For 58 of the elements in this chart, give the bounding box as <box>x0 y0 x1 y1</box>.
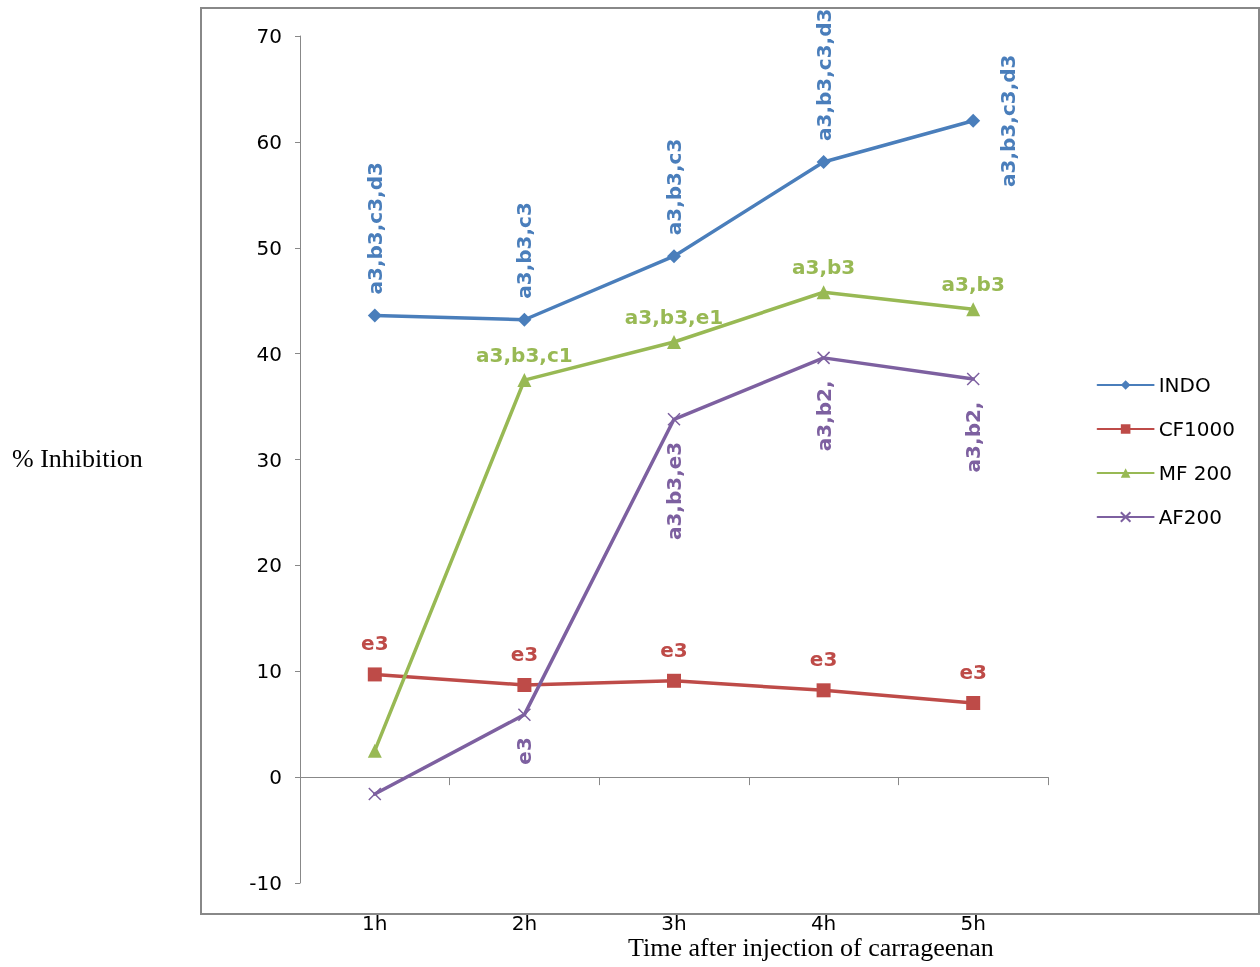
point <box>816 154 831 169</box>
data-label: a3,b3 <box>791 255 856 280</box>
point <box>966 372 980 386</box>
data-label: e3 <box>361 631 389 656</box>
data-label: a3,b3,c3,d3 <box>362 162 387 295</box>
point <box>517 312 532 327</box>
data-label: e3 <box>510 642 539 667</box>
data-label: a3,b3,c3,d3 <box>996 54 1021 187</box>
point <box>667 412 681 427</box>
data-label: a3,b3 <box>941 272 1005 297</box>
point <box>367 667 382 682</box>
x-tick-label: 3h <box>661 911 687 935</box>
point <box>517 373 532 388</box>
point <box>517 678 532 693</box>
data-label: e3 <box>959 660 987 685</box>
y-tick-label: 70 <box>256 24 282 48</box>
point <box>517 707 532 722</box>
data-label: a3,b3,e3 <box>662 441 686 541</box>
legend-label: AF200 <box>1158 505 1222 529</box>
y-tick-label: 30 <box>256 447 282 472</box>
legend-label: MF 200 <box>1158 461 1232 485</box>
legend-label: CF1000 <box>1158 417 1236 441</box>
data-label: e3 <box>809 647 838 672</box>
y-tick-label: 20 <box>256 553 282 578</box>
y-axis-title: % Inhibition <box>12 443 143 473</box>
point <box>667 249 681 264</box>
point <box>816 351 831 365</box>
y-tick-label: 0 <box>269 765 282 790</box>
data-label: a3,b2, <box>811 380 836 452</box>
data-label: a3,b3,c3 <box>512 202 537 299</box>
point <box>966 302 981 317</box>
point <box>367 743 382 758</box>
data-label: a3,b3,c3,d3 <box>811 8 836 141</box>
point <box>367 308 382 323</box>
y-tick-label: 60 <box>256 129 282 154</box>
data-label: e3 <box>660 637 688 662</box>
legend-label: INDO <box>1158 373 1211 397</box>
x-tick-label: 1h <box>362 911 388 935</box>
x-tick-label: 5h <box>960 911 986 935</box>
data-label: a3,b3,e1 <box>624 304 724 329</box>
y-tick-label: 50 <box>256 235 282 260</box>
point <box>368 787 382 801</box>
data-label: a3,b3,c1 <box>476 343 573 368</box>
data-label: e3 <box>512 737 537 765</box>
data-label: a3,b2, <box>961 401 986 473</box>
point <box>667 673 681 688</box>
point <box>816 285 831 300</box>
x-tick-label: 2h <box>511 911 538 935</box>
point <box>816 683 831 698</box>
x-axis-title: Time after injection of carrageenan <box>628 932 994 962</box>
y-tick-label: 40 <box>256 341 282 366</box>
y-tick-label: -10 <box>249 871 282 895</box>
data-label: a3,b3,c3 <box>662 138 686 236</box>
point <box>966 696 981 711</box>
y-tick-label: 10 <box>256 659 282 684</box>
point <box>667 334 681 349</box>
x-tick-label: 4h <box>810 911 837 935</box>
point <box>966 113 981 128</box>
